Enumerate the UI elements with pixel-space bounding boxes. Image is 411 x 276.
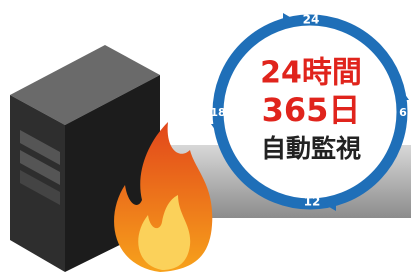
illustration: 24 6 12 18 24時間 365日 自動監視 [0, 0, 411, 276]
tick-label: 6 [399, 106, 407, 119]
tick-label: 18 [210, 106, 225, 119]
headline-line: 24時間 [260, 56, 362, 91]
headline-line: 365日 [262, 91, 361, 129]
headline-line: 自動監視 [261, 134, 361, 163]
tick-label: 24 [303, 13, 320, 27]
tick-label: 12 [304, 195, 321, 209]
